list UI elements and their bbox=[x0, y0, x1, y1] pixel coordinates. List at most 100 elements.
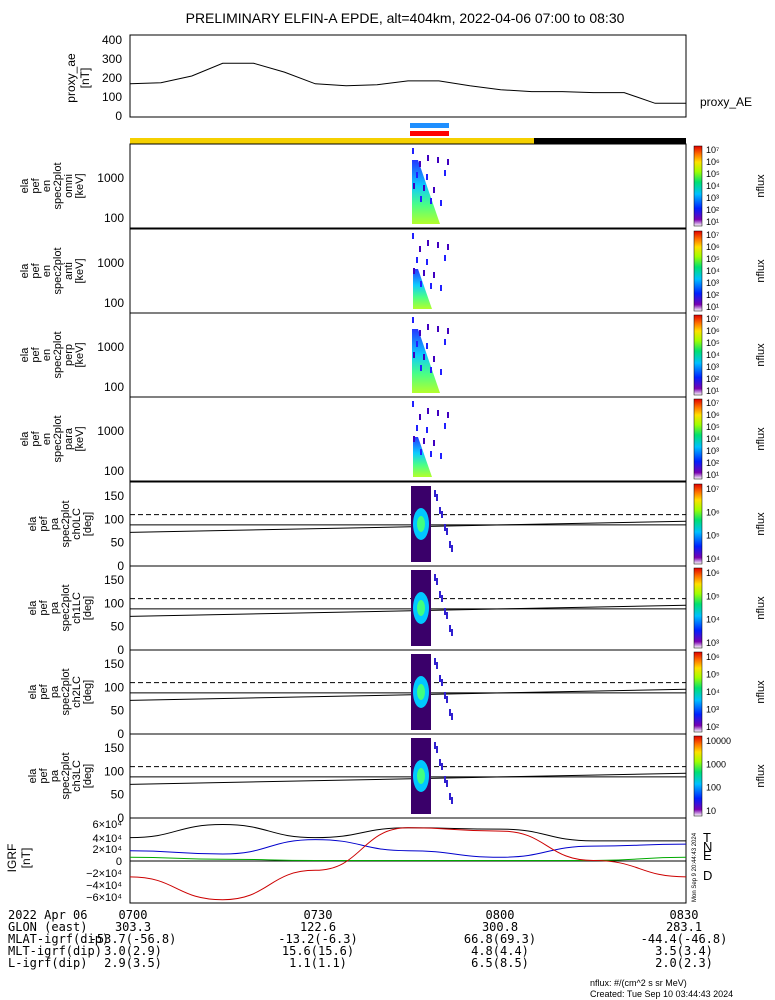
orbit-row-value: 303.3 bbox=[115, 920, 151, 934]
spectrogram-pixel bbox=[446, 612, 448, 619]
colorbar bbox=[693, 145, 703, 227]
spectrogram-flux-region bbox=[412, 160, 440, 224]
pa-panel-ylabel: ela bbox=[27, 768, 39, 784]
colorbar bbox=[693, 230, 703, 312]
spectrogram-pixel bbox=[419, 161, 421, 167]
energy-panel-ytick: 1000 bbox=[97, 340, 124, 354]
time-tick: 0830 bbox=[670, 908, 699, 922]
proxy-ae-ytick: 400 bbox=[102, 33, 122, 47]
spectrogram-pixel bbox=[430, 367, 432, 373]
energy-panel-ytick: 1000 bbox=[97, 256, 124, 270]
spectrogram-pixel bbox=[423, 270, 425, 276]
orbit-row-label: GLON (east) bbox=[8, 920, 87, 934]
pitch-angle-spectrogram-panel: ela pef pa spec2plot ch3LC [deg] 150 100 50 0 1000… bbox=[27, 733, 767, 825]
spectrogram-pixel bbox=[437, 157, 439, 163]
spectrogram-pixel bbox=[440, 200, 442, 206]
pa-panel-ylabel: pef bbox=[38, 599, 50, 615]
colorbar-label: nflux bbox=[755, 343, 767, 367]
spectrogram-pixel bbox=[420, 196, 422, 202]
spectrogram-pixel bbox=[426, 427, 428, 433]
igrf-T-line bbox=[129, 824, 686, 842]
igrf-N-line bbox=[129, 839, 687, 858]
orbit-row-value: 283.1 bbox=[666, 920, 702, 934]
colorbar-tick: 10⁷ bbox=[706, 398, 719, 408]
energy-panel-ylabel: en bbox=[41, 433, 53, 445]
flux-units: nflux: #/(cm^2 s sr MeV) bbox=[590, 978, 687, 988]
spectrogram-pixel bbox=[434, 742, 436, 749]
pa-panel-ylabel: spec2plot bbox=[60, 752, 72, 799]
pa-panel-ylabel: ch2LC bbox=[71, 676, 83, 708]
spectrogram-pixel bbox=[426, 259, 428, 265]
colorbar-tick: 10³ bbox=[706, 638, 719, 648]
energy-panel-ytick: 1000 bbox=[97, 171, 124, 185]
spectrogram-pixel bbox=[451, 797, 453, 804]
energy-panel-ytick: 100 bbox=[104, 296, 124, 310]
colorbar-tick: 10000 bbox=[706, 736, 731, 746]
energy-panel-ylabel: spec2plot bbox=[52, 415, 64, 462]
pa-panel-ylabel: ela bbox=[27, 600, 39, 616]
pa-flux-peak bbox=[417, 600, 425, 616]
colorbar-tick: 10⁴ bbox=[706, 350, 720, 360]
orbit-row-value: 3.0(2.9) bbox=[104, 944, 162, 958]
pa-panel-ytick: 0 bbox=[117, 727, 124, 741]
spectrogram-pixel bbox=[440, 453, 442, 459]
orbit-row-value: -44.4(-46.8) bbox=[641, 932, 728, 946]
spectrogram-pixel bbox=[444, 776, 446, 783]
energy-spectrogram-panel: ela pef en spec2plot omni [keV] 1000 100 10⁷ 10⁶ 1… bbox=[19, 143, 767, 229]
colorbar-tick: 10 bbox=[706, 806, 716, 816]
energy-panel-ytick: 100 bbox=[104, 464, 124, 478]
proxy-ae-ylabel-0: proxy_ae bbox=[64, 53, 78, 103]
energy-spectrogram-panel: ela pef en spec2plot perp [keV] 1000 100 10⁷ 10⁶ 1… bbox=[19, 312, 767, 398]
colorbar-tick: 10⁴ bbox=[706, 687, 720, 697]
energy-panel-ylabel: pef bbox=[30, 430, 42, 446]
colorbar-tick: 10⁵ bbox=[706, 670, 720, 680]
spectrogram-pixel bbox=[433, 187, 435, 193]
x-axis-annotations: 2022 Apr 06 0700 0730 0800 0830 GLON (ea… bbox=[8, 908, 727, 970]
spectrogram-pixel bbox=[412, 148, 414, 154]
energy-spectrogram-panel: ela pef en spec2plot para [keV] 1000 100 10⁷ 10⁶ 1… bbox=[19, 396, 767, 482]
igrf-ytick: 6×10⁴ bbox=[92, 819, 122, 831]
spectrogram-pixel bbox=[439, 507, 441, 514]
spectrogram-pixel bbox=[444, 255, 446, 261]
colorbar bbox=[693, 651, 703, 733]
pa-panel-ytick: 150 bbox=[104, 573, 124, 587]
colorbar bbox=[693, 398, 703, 480]
pa-panel-ylabel: pa bbox=[49, 769, 61, 782]
energy-panel-ylabel: [keV] bbox=[74, 342, 86, 367]
colorbar bbox=[693, 314, 703, 396]
colorbar-tick: 10² bbox=[706, 290, 719, 300]
science-zone-red-bar bbox=[410, 131, 449, 136]
colorbar-tick: 100 bbox=[706, 783, 721, 793]
spectrogram-flux-region bbox=[413, 437, 432, 477]
igrf-E-line bbox=[129, 856, 687, 862]
igrf-legend-T: T bbox=[703, 830, 711, 845]
colorbar-tick: 10⁶ bbox=[706, 242, 720, 252]
orbit-row-value: 2.0(2.3) bbox=[655, 956, 713, 970]
colorbar bbox=[693, 735, 703, 817]
colorbar-label: nflux bbox=[755, 512, 767, 536]
pa-panel-ytick: 100 bbox=[104, 512, 124, 526]
pa-panel-ytick: 50 bbox=[111, 620, 125, 634]
colorbar-tick: 10⁶ bbox=[706, 157, 720, 167]
colorbar-tick: 10⁷ bbox=[706, 484, 719, 494]
spectrogram-pixel bbox=[419, 330, 421, 336]
spectrogram-pixel bbox=[444, 170, 446, 176]
pa-panel-ylabel: [deg] bbox=[82, 596, 94, 620]
spectrogram-pixel bbox=[430, 451, 432, 457]
colorbar-tick: 10¹ bbox=[706, 217, 719, 227]
spectrogram-pixel bbox=[436, 746, 438, 753]
energy-panel-ytick: 100 bbox=[104, 211, 124, 225]
colorbar-tick: 10⁵ bbox=[706, 422, 720, 432]
orbit-row-label: MLAT-igrf(dip) bbox=[8, 932, 109, 946]
spectrogram-pixel bbox=[430, 283, 432, 289]
local-pa-line bbox=[129, 604, 687, 617]
spectrogram-pixel bbox=[444, 608, 446, 615]
pa-panel-ytick: 50 bbox=[111, 536, 125, 550]
colorbar bbox=[693, 567, 703, 649]
igrf-D-line bbox=[129, 827, 687, 901]
spectrogram-pixel bbox=[447, 244, 449, 250]
sunlight-bar-night bbox=[534, 138, 686, 144]
local-pa-line bbox=[129, 772, 687, 785]
colorbar-label: nflux bbox=[755, 259, 767, 283]
pitch-angle-spectrogram-panel: ela pef pa spec2plot ch0LC [deg] 150 100 50 0 10⁷ 1… bbox=[27, 481, 767, 573]
